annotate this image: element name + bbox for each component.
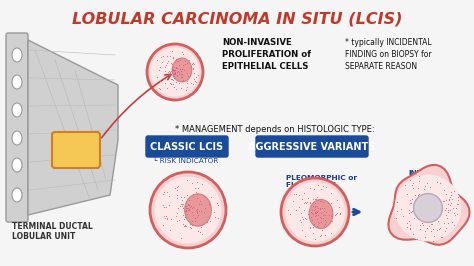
Text: * MANAGEMENT depends on HISTOLOGIC TYPE:: * MANAGEMENT depends on HISTOLOGIC TYPE: — [175, 125, 374, 134]
Circle shape — [155, 177, 221, 243]
Ellipse shape — [12, 103, 22, 117]
Ellipse shape — [12, 48, 22, 62]
Ellipse shape — [309, 200, 333, 228]
Circle shape — [413, 194, 442, 222]
Ellipse shape — [12, 75, 22, 89]
Text: PLEOMORPHIC or
FLORID LCIS: PLEOMORPHIC or FLORID LCIS — [286, 175, 357, 188]
FancyBboxPatch shape — [256, 136, 368, 157]
Ellipse shape — [12, 131, 22, 145]
Text: INVASIVE
LOBULAR
CARCINOMA: INVASIVE LOBULAR CARCINOMA — [403, 170, 453, 190]
Ellipse shape — [172, 58, 192, 82]
FancyBboxPatch shape — [6, 33, 28, 222]
Circle shape — [281, 178, 349, 246]
Text: └ RISK INDICATOR: └ RISK INDICATOR — [153, 157, 218, 164]
Circle shape — [150, 172, 226, 248]
Text: TERMINAL DUCTAL
LOBULAR UNIT: TERMINAL DUCTAL LOBULAR UNIT — [12, 222, 93, 242]
Circle shape — [147, 44, 203, 100]
Text: * typically INCIDENTAL
FINDING on BIOPSY for
SEPARATE REASON: * typically INCIDENTAL FINDING on BIOPSY… — [345, 38, 432, 70]
Text: NON-INVASIVE
PROLIFERATION of
EPITHELIAL CELLS: NON-INVASIVE PROLIFERATION of EPITHELIAL… — [222, 38, 311, 70]
Ellipse shape — [12, 158, 22, 172]
FancyBboxPatch shape — [52, 132, 100, 168]
FancyBboxPatch shape — [146, 136, 228, 157]
Circle shape — [285, 182, 345, 242]
Circle shape — [150, 47, 200, 97]
Polygon shape — [28, 40, 118, 215]
Text: CLASSIC LCIS: CLASSIC LCIS — [150, 142, 224, 152]
Circle shape — [394, 174, 462, 242]
Ellipse shape — [12, 188, 22, 202]
Polygon shape — [389, 165, 470, 245]
Text: AGGRESSIVE VARIANTS: AGGRESSIVE VARIANTS — [248, 142, 376, 152]
Ellipse shape — [185, 194, 211, 226]
Text: LOBULAR CARCINOMA IN SITU (LCIS): LOBULAR CARCINOMA IN SITU (LCIS) — [72, 12, 402, 27]
